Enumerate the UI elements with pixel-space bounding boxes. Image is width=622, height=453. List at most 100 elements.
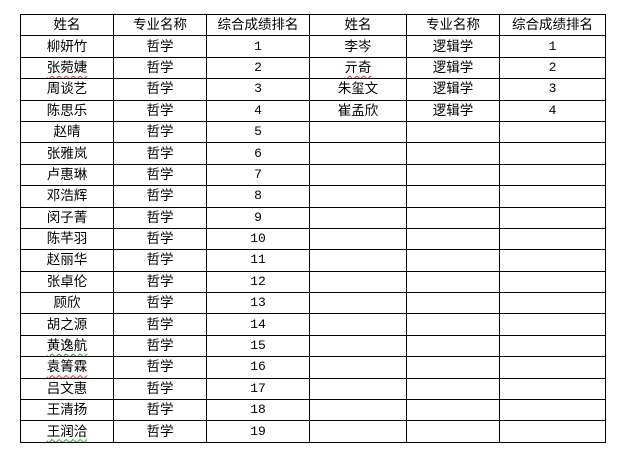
header-major: 专业名称 [113, 13, 207, 37]
major-cell-text: 哲学 [146, 231, 174, 248]
major-cell-2 [406, 120, 500, 144]
name-cell-2-text: 崔孟欣 [337, 102, 379, 119]
name-cell: 黄逸航 [20, 334, 114, 358]
name-cell-2 [309, 420, 407, 443]
rank-cell-2 [499, 163, 606, 187]
name-cell: 王润洽 [20, 420, 114, 443]
rank-cell-text: 4 [254, 102, 262, 118]
rank-cell-2: 4 [499, 99, 606, 122]
name-cell-text: 吕文惠 [46, 380, 88, 397]
major-cell: 哲学 [113, 78, 207, 101]
name-cell: 闵子菁 [20, 206, 114, 229]
major-cell-text: 哲学 [146, 124, 174, 141]
rank-cell: 2 [206, 56, 310, 80]
major-cell-2 [406, 185, 500, 208]
rank-cell-2 [499, 227, 606, 251]
table-row: 卢惠琳 哲学 7 [20, 163, 606, 187]
name-cell: 王清扬 [20, 399, 114, 422]
name-cell-2 [309, 270, 407, 294]
name-cell: 邓浩辉 [20, 185, 114, 208]
major-cell: 哲学 [113, 356, 207, 379]
major-cell: 哲学 [113, 399, 207, 422]
rank-cell-2: 2 [499, 56, 606, 80]
name-cell-text: 闵子菁 [46, 209, 88, 226]
major-cell: 哲学 [113, 163, 207, 187]
major-cell-text: 哲学 [146, 402, 174, 419]
name-cell-2 [309, 249, 407, 272]
header-rank-2: 综合成绩排名 [499, 13, 606, 37]
table-row: 吕文惠 哲学 17 [20, 377, 606, 401]
major-cell-2-text: 逻辑学 [432, 102, 474, 119]
major-cell-2: 逻辑学 [406, 56, 500, 80]
rank-cell: 9 [206, 206, 310, 229]
header-major-2: 专业名称 [406, 13, 500, 37]
rank-cell-2 [499, 142, 606, 165]
major-cell-text: 哲学 [146, 81, 174, 98]
table-row: 王润洽 哲学 19 [20, 420, 606, 443]
rank-cell-text: 13 [250, 295, 266, 311]
name-cell-text: 陈芊羽 [46, 231, 88, 248]
table-row: 黄逸航 哲学 15 [20, 334, 606, 358]
name-cell-text: 柳妍竹 [46, 38, 88, 55]
name-cell-2 [309, 399, 407, 422]
major-cell-2: 逻辑学 [406, 99, 500, 122]
header-name: 姓名 [20, 13, 114, 37]
name-cell-text: 胡之源 [46, 316, 88, 333]
name-cell-text: 卢惠琳 [46, 166, 88, 183]
rank-cell: 6 [206, 142, 310, 165]
rank-cell-2-text: 3 [548, 81, 557, 97]
name-cell-2 [309, 206, 407, 229]
name-cell-2 [309, 313, 407, 336]
rank-cell: 10 [206, 227, 310, 251]
rank-cell-2 [499, 249, 606, 272]
rank-cell-2 [499, 120, 606, 144]
name-cell: 陈芊羽 [20, 227, 114, 251]
table-row: 张菀婕 哲学 2 亓奇 逻辑学 2 [20, 56, 606, 80]
rank-cell-text: 2 [254, 59, 262, 75]
rank-cell-text: 5 [254, 124, 262, 140]
major-cell-text: 哲学 [146, 380, 174, 397]
major-cell-2 [406, 292, 500, 315]
rank-cell: 17 [206, 377, 310, 401]
major-cell-text: 哲学 [146, 59, 174, 76]
major-cell-text: 哲学 [146, 38, 174, 55]
rank-cell-text: 1 [254, 38, 262, 54]
major-cell-text: 哲学 [146, 316, 174, 333]
rank-cell-2-text: 1 [548, 38, 557, 54]
rank-cell: 16 [206, 356, 310, 379]
rank-cell-text: 18 [250, 402, 266, 418]
name-cell-text: 袁箐霖 [46, 359, 88, 376]
table-row: 赵丽华 哲学 11 [20, 249, 606, 272]
major-cell: 哲学 [113, 120, 207, 144]
name-cell-text: 邓浩辉 [46, 188, 88, 205]
name-cell-2: 朱玺文 [309, 78, 407, 101]
table-row: 陈思乐 哲学 4 崔孟欣 逻辑学 4 [20, 99, 606, 122]
major-cell-2 [406, 420, 500, 443]
major-cell-text: 哲学 [146, 273, 174, 290]
header-name-2: 姓名 [309, 13, 407, 37]
name-cell-text: 张菀婕 [46, 59, 88, 76]
name-cell-text: 黄逸航 [46, 338, 88, 355]
rank-cell-text: 11 [250, 252, 266, 268]
name-cell-2: 亓奇 [309, 56, 407, 80]
rank-cell: 3 [206, 78, 310, 101]
table-row: 柳妍竹 哲学 1 李岑 逻辑学 1 [20, 35, 606, 58]
major-cell-2 [406, 163, 500, 187]
table-row: 张雅岚 哲学 6 [20, 142, 606, 165]
name-cell-2 [309, 292, 407, 315]
table-row: 张卓伦 哲学 12 [20, 270, 606, 294]
major-cell-2 [406, 142, 500, 165]
major-cell: 哲学 [113, 185, 207, 208]
major-cell: 哲学 [113, 227, 207, 251]
major-cell-text: 哲学 [146, 188, 174, 205]
name-cell: 张雅岚 [20, 142, 114, 165]
name-cell-2: 李岑 [309, 35, 407, 58]
rank-cell: 5 [206, 120, 310, 144]
rank-cell: 13 [206, 292, 310, 315]
major-cell-text: 哲学 [146, 359, 174, 376]
header-row: 姓名 专业名称 综合成绩排名 姓名 专业名称 综合成绩排名 [20, 13, 606, 37]
name-cell-text: 赵晴 [53, 124, 81, 141]
rank-cell-2 [499, 313, 606, 336]
rank-cell: 12 [206, 270, 310, 294]
rank-cell: 14 [206, 313, 310, 336]
